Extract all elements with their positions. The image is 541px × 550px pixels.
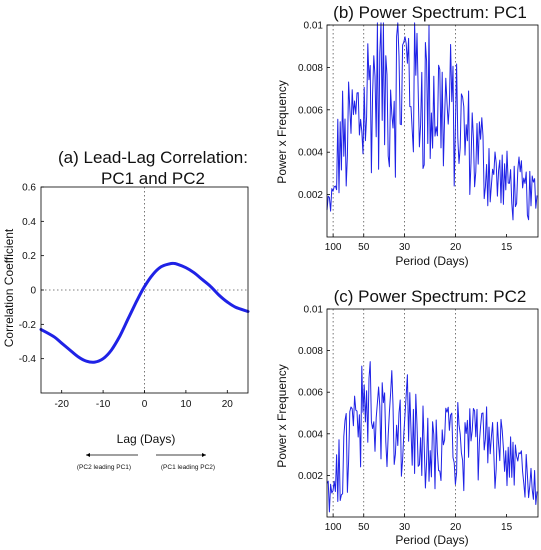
panel-b-plot-frame <box>326 24 539 238</box>
panel-a-right-arrowhead <box>202 453 206 457</box>
y-tick-label: 0.6 <box>22 183 36 194</box>
panel-c-x-ticks: 100 50 30 20 15 <box>325 514 513 533</box>
panel-c-series-line <box>326 361 538 513</box>
x-tick-label: 20 <box>450 242 462 253</box>
panel-c: (c) Power Spectrum: PC2 0.0020.0040.0060… <box>275 287 539 547</box>
panel-a: (a) Lead-Lag Correlation: PC1 and PC2 -0… <box>2 148 250 471</box>
panel-b-y-axis-label: Power x Frequency <box>275 80 289 183</box>
panel-b-title: (b) Power Spectrum: PC1 <box>333 3 527 22</box>
y-tick-label: 0.002 <box>298 471 323 482</box>
x-tick-label: 20 <box>222 399 234 410</box>
panel-b-y-ticks: 0.002 0.004 0.006 0.008 0.01 <box>298 21 330 201</box>
panel-a-series-line <box>39 261 250 364</box>
panel-c-x-axis-label: Period (Days) <box>395 533 468 547</box>
panel-c-period-guides <box>332 309 456 517</box>
x-tick-label: 50 <box>358 522 370 533</box>
x-tick-label: 30 <box>399 522 411 533</box>
panel-a-annotation-left: (PC2 leading PC1) <box>77 464 131 471</box>
y-tick-label: 0.004 <box>298 429 323 440</box>
panel-a-x-axis-label: Lag (Days) <box>117 432 176 446</box>
y-tick-label: -0.4 <box>19 354 37 365</box>
y-tick-label: 0 <box>30 286 36 297</box>
x-tick-label: -10 <box>96 399 111 410</box>
y-tick-label: 0.006 <box>298 388 323 399</box>
x-tick-label: 10 <box>180 399 192 410</box>
panel-b-period-guides <box>332 25 456 237</box>
y-tick-label: 0.002 <box>298 190 323 201</box>
y-tick-label: 0.006 <box>298 105 323 116</box>
x-tick-label: 15 <box>501 522 513 533</box>
panel-a-y-ticks: -0.4 -0.2 0 0.2 0.4 0.6 <box>19 183 44 365</box>
y-tick-label: 0.01 <box>304 305 324 316</box>
x-tick-label: 20 <box>450 522 462 533</box>
panel-a-left-arrowhead <box>86 453 90 457</box>
panel-a-plot-frame <box>40 186 249 394</box>
panel-a-title-line2: PC1 and PC2 <box>101 169 205 188</box>
panel-b-series-line <box>326 22 538 221</box>
x-tick-label: 15 <box>501 242 513 253</box>
y-tick-label: 0.004 <box>298 148 323 159</box>
panel-c-plot-frame <box>326 308 539 518</box>
panel-a-x-ticks: -20 -10 0 10 20 <box>54 390 233 410</box>
x-tick-label: 100 <box>325 522 342 533</box>
x-tick-label: 30 <box>399 242 411 253</box>
x-tick-label: 0 <box>142 399 148 410</box>
panel-c-y-ticks: 0.002 0.004 0.006 0.008 0.01 <box>298 305 330 482</box>
panel-c-title: (c) Power Spectrum: PC2 <box>334 287 527 306</box>
y-tick-label: 0.4 <box>22 217 36 228</box>
panel-c-y-axis-label: Power x Frequency <box>275 364 289 467</box>
y-tick-label: 0.008 <box>298 346 323 357</box>
panel-b-x-ticks: 100 50 30 20 15 <box>325 234 513 253</box>
y-tick-label: 0.01 <box>304 21 324 32</box>
y-tick-label: 0.2 <box>22 251 36 262</box>
x-tick-label: -20 <box>54 399 69 410</box>
panel-b-x-axis-label: Period (Days) <box>395 254 468 268</box>
y-tick-label: 0.008 <box>298 63 323 74</box>
panel-a-annotation-right: (PC1 leading PC2) <box>161 464 215 471</box>
y-tick-label: -0.2 <box>19 320 37 331</box>
panel-a-y-axis-label: Correlation Coefficient <box>2 228 16 347</box>
x-tick-label: 50 <box>358 242 370 253</box>
panel-a-title-line1: (a) Lead-Lag Correlation: <box>58 148 248 167</box>
x-tick-label: 100 <box>325 242 342 253</box>
panel-b: (b) Power Spectrum: PC1 0.0020.0040.0060… <box>275 3 539 268</box>
